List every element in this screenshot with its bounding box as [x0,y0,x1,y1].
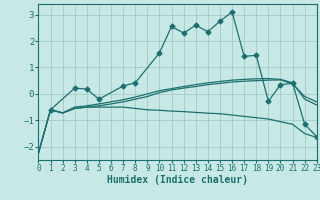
X-axis label: Humidex (Indice chaleur): Humidex (Indice chaleur) [107,175,248,185]
